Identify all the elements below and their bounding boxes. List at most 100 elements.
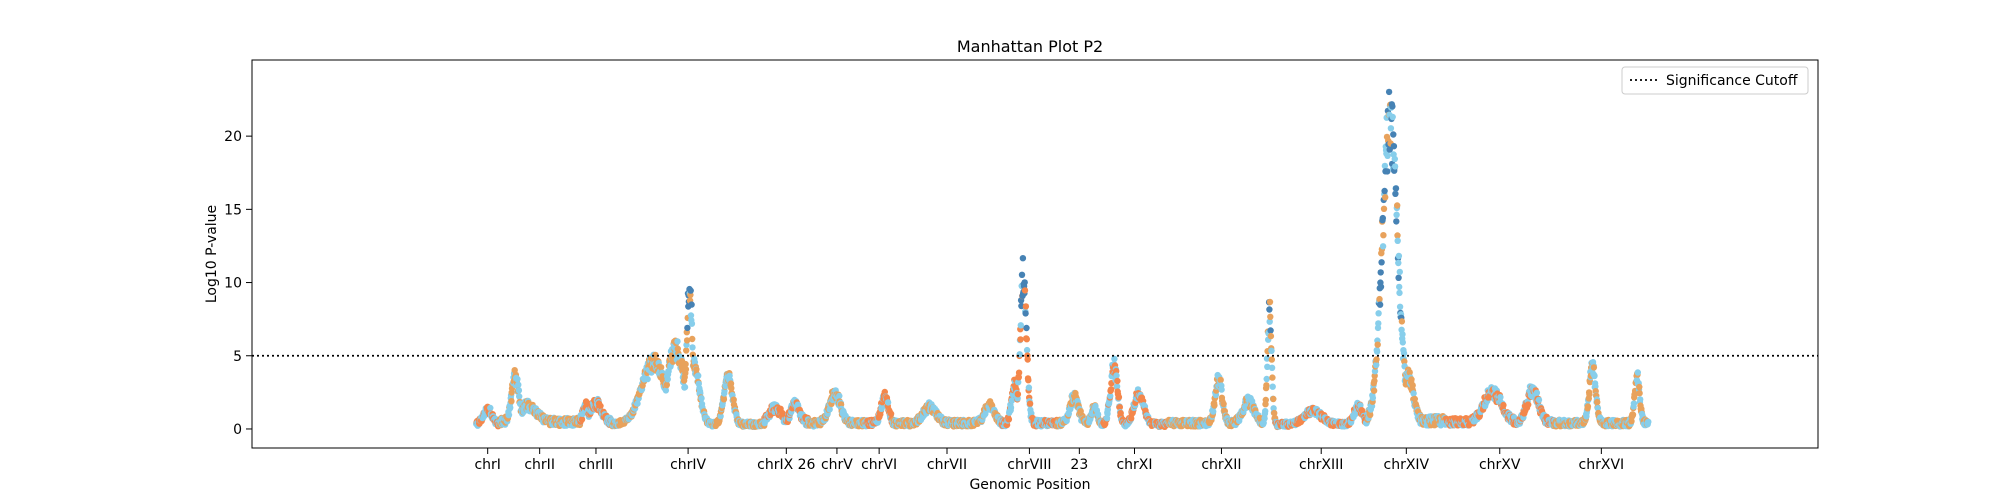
data-point xyxy=(1268,364,1276,371)
data-point xyxy=(1370,387,1378,394)
data-point xyxy=(687,312,695,319)
data-point xyxy=(1111,355,1118,363)
plot-frame xyxy=(251,59,1819,449)
data-point xyxy=(1026,400,1034,407)
data-point xyxy=(1391,155,1399,163)
data-points xyxy=(473,88,1652,431)
data-point xyxy=(1387,125,1395,132)
data-point xyxy=(1218,386,1225,393)
x-tick-label: chrVII xyxy=(927,457,967,473)
data-point xyxy=(1371,368,1379,375)
legend-frame xyxy=(1621,66,1809,95)
data-point xyxy=(674,338,681,345)
data-point xyxy=(1210,408,1217,415)
data-point xyxy=(663,381,670,389)
data-point xyxy=(1267,327,1274,334)
x-axis-label: Genomic Position xyxy=(969,477,1090,493)
data-point xyxy=(1367,411,1374,419)
x-tick-label: chrVIII xyxy=(1007,457,1051,473)
data-point xyxy=(1385,88,1393,96)
data-point xyxy=(1371,372,1378,379)
data-point xyxy=(1399,331,1406,338)
data-point xyxy=(689,335,696,343)
data-point xyxy=(1645,418,1652,425)
data-point xyxy=(728,385,735,392)
data-point xyxy=(730,396,737,403)
x-tick-label: 23 xyxy=(1070,457,1088,473)
data-point xyxy=(682,360,689,368)
x-tick-label: chrXVI xyxy=(1579,457,1625,473)
x-tick-label: chrII xyxy=(524,457,555,473)
y-tick-label: 20 xyxy=(224,129,242,145)
data-point xyxy=(1371,377,1378,385)
data-point xyxy=(1401,358,1408,365)
data-point xyxy=(1263,375,1270,383)
data-point xyxy=(1394,237,1401,244)
data-point xyxy=(1406,369,1413,376)
data-point xyxy=(1408,376,1415,383)
x-tick-label: chrXV xyxy=(1479,457,1521,473)
x-axis: chrI chrII chrIII chrIV chrIX 26 chrV chrVI chr… xyxy=(474,448,1624,473)
data-point xyxy=(1389,113,1396,121)
data-point xyxy=(1115,393,1123,401)
y-axis: 0 5 10 15 20 xyxy=(224,129,252,438)
data-point xyxy=(1535,396,1543,404)
data-point xyxy=(1373,348,1381,355)
data-point xyxy=(597,402,604,410)
data-point xyxy=(1005,416,1013,423)
data-point xyxy=(662,387,670,394)
y-tick-label: 5 xyxy=(233,349,242,365)
data-point xyxy=(1400,349,1408,357)
y-axis-label: Log10 P-value xyxy=(204,205,220,303)
data-point xyxy=(1269,374,1276,381)
data-point xyxy=(1094,411,1102,418)
data-point xyxy=(1025,384,1033,391)
data-point xyxy=(1261,415,1268,422)
data-point xyxy=(1014,391,1022,398)
data-point xyxy=(1594,405,1602,412)
data-point xyxy=(1211,402,1218,409)
data-point xyxy=(1533,389,1541,396)
data-point xyxy=(884,399,892,406)
data-point xyxy=(1398,318,1406,325)
data-point xyxy=(1375,310,1382,317)
legend-entry-label: Significance Cutoff xyxy=(1666,73,1798,89)
data-point xyxy=(1379,214,1387,222)
x-tick-label: chrIII xyxy=(579,457,614,473)
x-tick-label: chrVI xyxy=(861,457,897,473)
data-point xyxy=(516,393,523,400)
data-point xyxy=(1590,364,1598,371)
data-point xyxy=(1636,383,1643,391)
data-point xyxy=(578,416,586,423)
data-point xyxy=(1269,383,1276,390)
data-point xyxy=(1022,310,1029,317)
data-point xyxy=(508,398,515,405)
data-point xyxy=(505,411,513,419)
data-point xyxy=(1015,369,1023,376)
data-point xyxy=(1594,398,1601,406)
data-point xyxy=(684,324,691,332)
data-point xyxy=(1396,289,1403,297)
data-point xyxy=(1270,395,1277,403)
data-point xyxy=(717,412,724,420)
data-point xyxy=(1382,194,1389,201)
data-point xyxy=(487,404,494,412)
data-point xyxy=(1264,363,1271,370)
data-point xyxy=(1630,400,1638,407)
x-tick-label: chrXIV xyxy=(1384,457,1430,473)
data-point xyxy=(1116,404,1124,411)
data-point xyxy=(1636,390,1643,397)
data-point xyxy=(1409,382,1416,389)
data-point xyxy=(1591,372,1598,380)
data-point xyxy=(1268,347,1275,354)
data-point xyxy=(695,372,702,379)
data-point xyxy=(1410,390,1417,397)
data-point xyxy=(1017,322,1024,329)
data-point xyxy=(1262,408,1269,415)
data-point xyxy=(720,396,728,403)
data-point xyxy=(1378,259,1385,266)
data-point xyxy=(634,400,641,407)
data-point xyxy=(1399,339,1407,346)
data-point xyxy=(1267,332,1275,340)
data-point xyxy=(1023,346,1031,354)
